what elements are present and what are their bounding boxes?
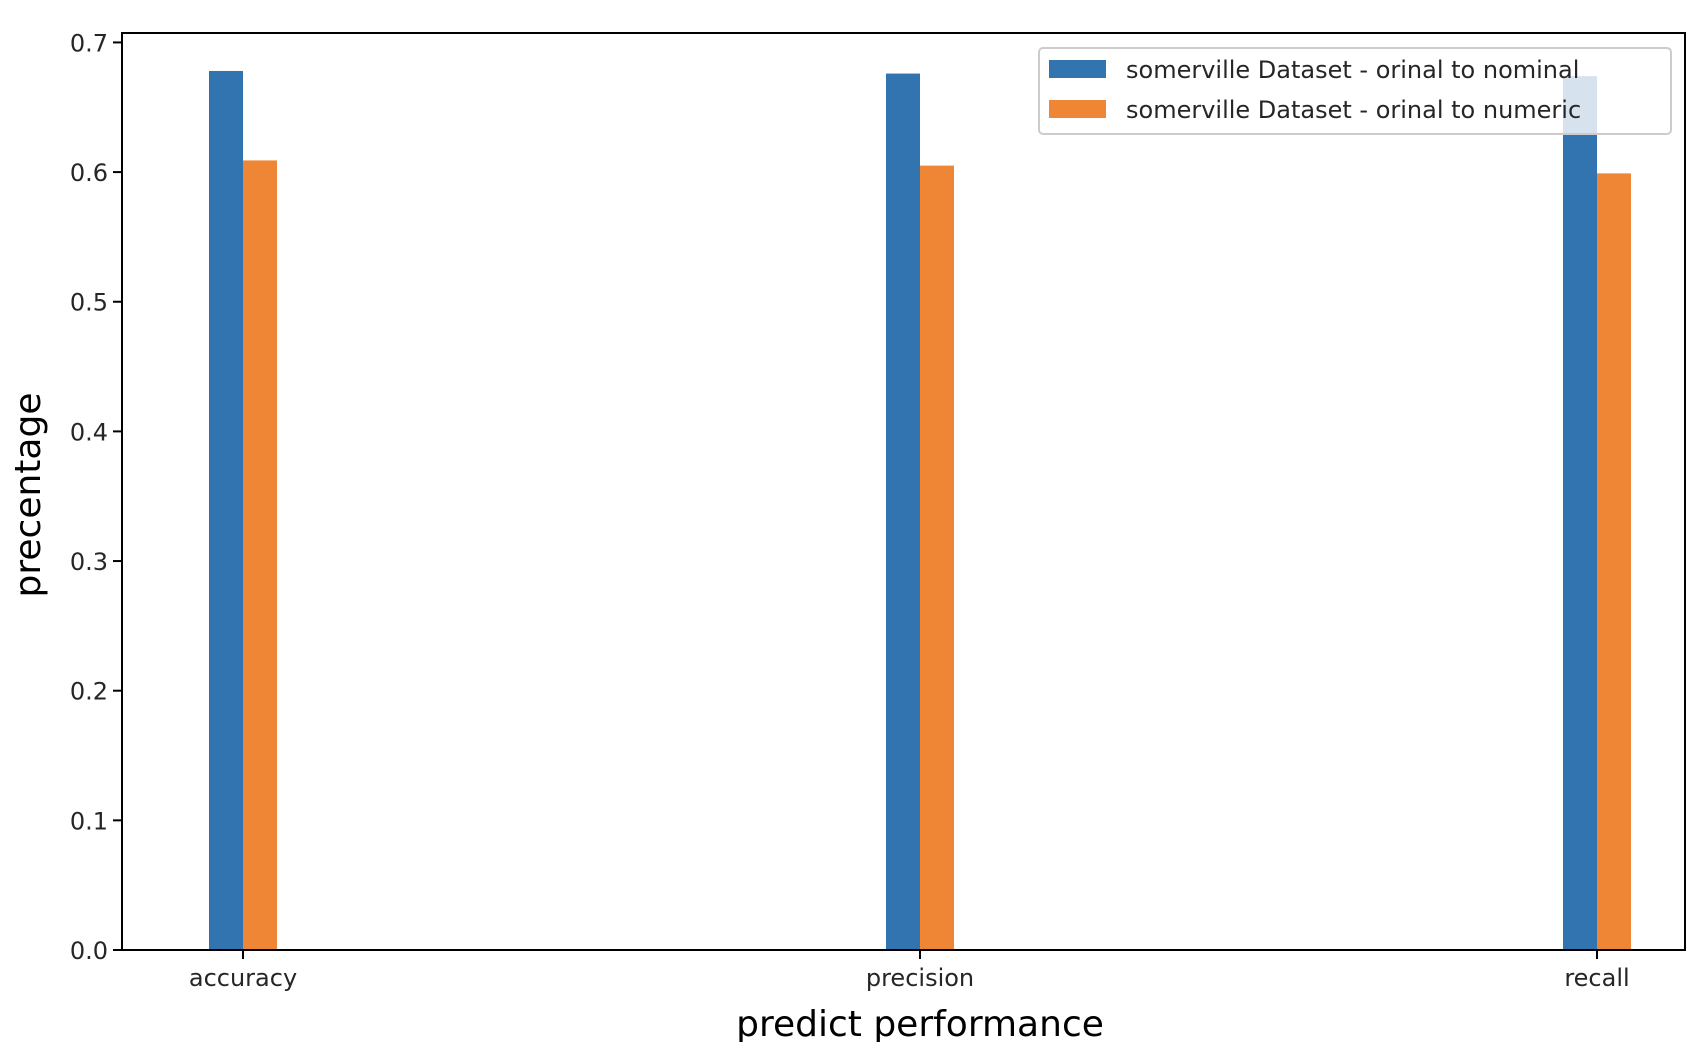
- bar-recall-series-1: [1563, 76, 1597, 950]
- bar-precision-series-2: [920, 165, 954, 951]
- y-tick-label: 0.4: [70, 418, 108, 446]
- y-axis: 0.0 0.1 0.2 0.3 0.4 0.5 0.6 0.7: [70, 29, 122, 965]
- bar-accuracy-series-1: [209, 70, 243, 951]
- y-axis-title: precentage: [8, 393, 49, 598]
- x-axis-title: predict performance: [736, 1004, 1104, 1042]
- bar-precision-series-1: [886, 73, 920, 950]
- x-tick-label-precision: precision: [866, 964, 974, 992]
- legend-label-series-2: somerville Dataset - orinal to numeric: [1126, 96, 1581, 124]
- bar-recall-series-2: [1597, 173, 1631, 950]
- legend-box: [1038, 47, 1672, 135]
- y-tick-label: 0.6: [70, 159, 108, 187]
- y-tick-label: 0.5: [70, 289, 108, 317]
- x-tick-label-recall: recall: [1564, 964, 1629, 992]
- y-tick-label: 0.0: [70, 937, 108, 965]
- plot-frame: [121, 32, 1686, 951]
- bars-group: [209, 70, 1631, 951]
- legend-swatch-series-1: [1049, 60, 1106, 78]
- legend-swatch-series-2: [1049, 100, 1106, 118]
- y-tick-label: 0.3: [70, 548, 108, 576]
- x-axis: accuracy precision recall: [189, 950, 1630, 992]
- legend: somerville Dataset - orinal to nominal so…: [1038, 47, 1672, 135]
- x-tick-label-accuracy: accuracy: [189, 964, 297, 992]
- y-tick-label: 0.2: [70, 678, 108, 706]
- bar-accuracy-series-2: [243, 160, 277, 950]
- y-tick-label: 0.7: [70, 29, 108, 57]
- legend-label-series-1: somerville Dataset - orinal to nominal: [1126, 56, 1579, 84]
- y-tick-label: 0.1: [70, 807, 108, 835]
